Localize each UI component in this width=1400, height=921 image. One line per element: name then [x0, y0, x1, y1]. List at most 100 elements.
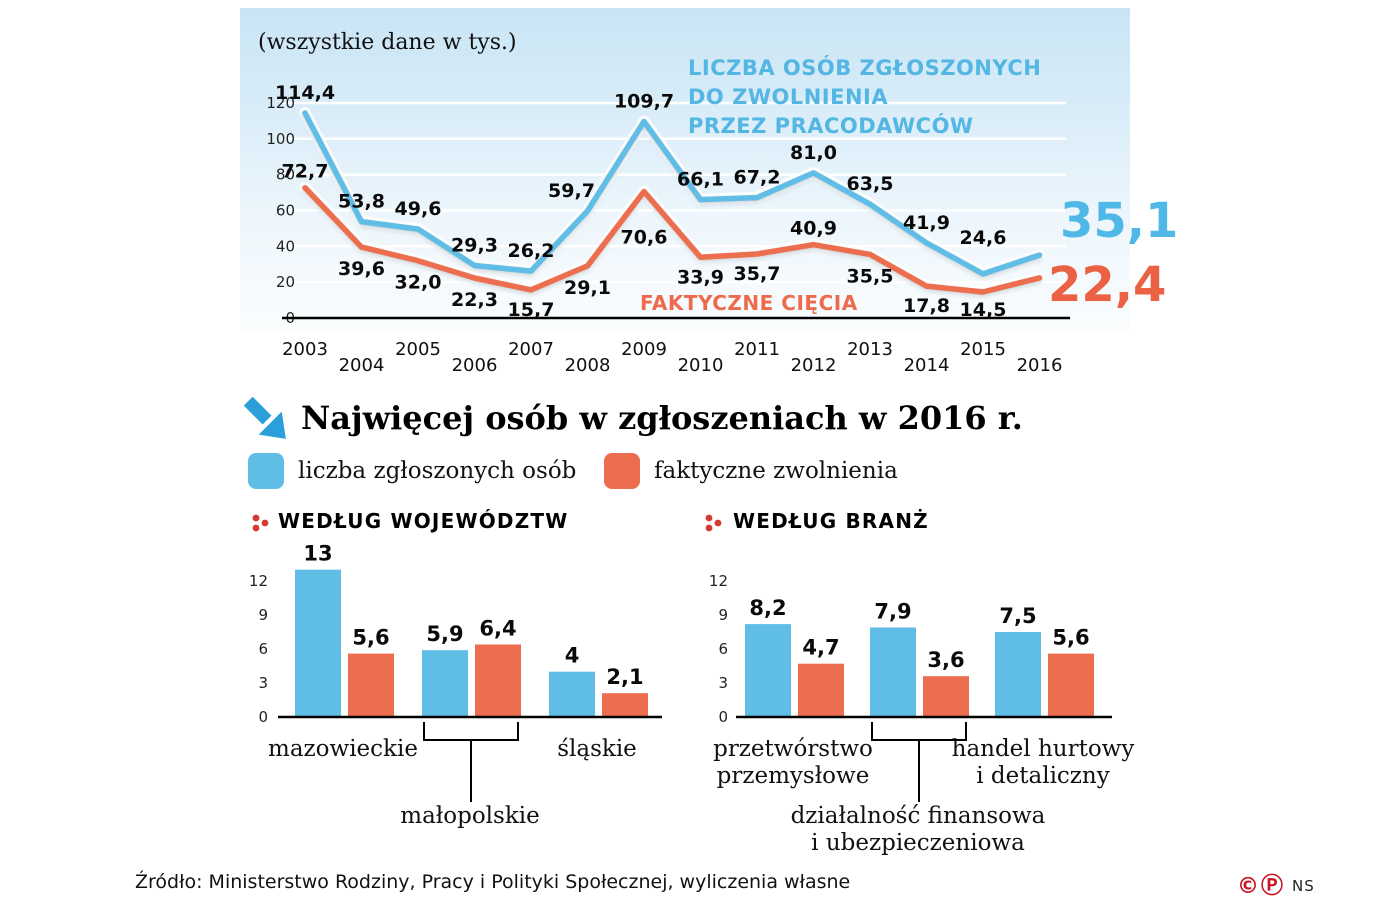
- bar-chart-voivodeships-header: WEDŁUG WOJEWÓDZTW: [278, 509, 569, 533]
- data-label-orange: 14,5: [960, 299, 1007, 321]
- y-axis-tick: 12: [249, 572, 268, 590]
- data-label-blue: 109,7: [614, 91, 674, 113]
- data-label-orange: 22,3: [451, 289, 498, 311]
- orange-series-caption: FAKTYCZNE CIĘCIA: [640, 291, 858, 315]
- data-label-orange: 32,0: [395, 272, 442, 294]
- data-label-orange: 29,1: [564, 277, 611, 299]
- copyright-icon: ©: [1237, 874, 1259, 899]
- category-label: handel hurtowy i detaliczny: [951, 736, 1135, 789]
- section-title: Najwięcej osób w zgłoszeniach w 2016 r.: [301, 399, 1023, 437]
- line-chart-svg: 0204060801001202003200420052006200720082…: [266, 82, 1070, 376]
- data-label-orange: 15,7: [508, 299, 555, 321]
- series-line: [302, 184, 1043, 295]
- bar: [549, 671, 595, 717]
- legend-swatch-orange: [604, 453, 640, 489]
- category-label: mazowieckie: [268, 736, 418, 762]
- copyright-box: ©Ⓟ NS: [1237, 868, 1315, 900]
- x-axis-tick: 2010: [678, 355, 724, 376]
- x-axis-tick: 2015: [960, 339, 1006, 360]
- bar-value-label: 13: [303, 542, 332, 566]
- y-axis-tick: 6: [718, 640, 728, 658]
- legend-label-blue: liczba zgłoszonych osób: [298, 458, 577, 484]
- bar: [1048, 653, 1094, 717]
- x-axis-tick: 2012: [791, 355, 837, 376]
- data-label-blue: 24,6: [960, 227, 1007, 249]
- bar-value-label: 7,9: [874, 600, 911, 624]
- bar: [348, 653, 394, 717]
- x-axis-tick: 2016: [1017, 355, 1063, 376]
- bar-value-label: 4,7: [802, 636, 839, 660]
- bar: [798, 663, 844, 717]
- category-label: działalność finansowa i ubezpieczeniowa: [790, 803, 1046, 856]
- bar-value-label: 6,4: [479, 617, 516, 641]
- bar: [602, 693, 648, 717]
- data-label-orange: 33,9: [677, 266, 724, 288]
- bar-value-label: 5,9: [426, 622, 463, 646]
- y-axis-tick: 3: [258, 674, 268, 692]
- data-label-blue: 66,1: [677, 169, 724, 191]
- bar: [995, 632, 1041, 717]
- data-label-blue: 49,6: [395, 198, 442, 220]
- x-axis-tick: 2003: [282, 339, 328, 360]
- bar-value-label: 5,6: [1052, 626, 1089, 650]
- y-axis-tick: 12: [709, 572, 728, 590]
- bar-value-label: 3,6: [927, 648, 964, 672]
- bar: [295, 569, 341, 717]
- bar-value-label: 8,2: [749, 596, 786, 620]
- bar-chart-industries-svg: 0 3 6 9 12 8,2 4,7 7,9 3,6 7,5 5,6: [709, 572, 1112, 726]
- phonogram-icon: Ⓟ: [1261, 874, 1284, 899]
- bar: [923, 676, 969, 717]
- data-label-blue: 59,7: [548, 180, 595, 202]
- legend-swatch-blue: [248, 453, 284, 489]
- x-axis-tick: 2006: [452, 355, 498, 376]
- category-label: śląskie: [557, 736, 637, 762]
- y-axis-tick: 0: [258, 708, 268, 726]
- y-axis-tick: 6: [258, 640, 268, 658]
- x-axis-tick: 2007: [508, 339, 554, 360]
- data-label-orange: 70,6: [621, 227, 668, 249]
- final-value-orange: 22,4: [1048, 257, 1167, 313]
- brand-label: NS: [1292, 877, 1315, 895]
- data-label-orange: 40,9: [790, 218, 837, 240]
- x-axis-tick: 2008: [565, 355, 611, 376]
- category-label: małopolskie: [400, 803, 540, 829]
- source-note: Źródło: Ministerstwo Rodziny, Pracy i Po…: [135, 871, 851, 893]
- y-axis-tick: 0: [718, 708, 728, 726]
- x-axis-tick: 2011: [734, 339, 780, 360]
- data-label-orange: 39,6: [338, 258, 385, 280]
- bar-value-label: 5,6: [352, 626, 389, 650]
- x-axis-tick: 2004: [339, 355, 385, 376]
- bar-chart-industries-header: WEDŁUG BRANŻ: [733, 509, 929, 533]
- units-note: (wszystkie dane w tys.): [258, 30, 517, 55]
- data-label-blue: 29,3: [451, 235, 498, 257]
- bar: [745, 624, 791, 717]
- category-label: przetwórstwo przemysłowe: [713, 736, 873, 789]
- bar-value-label: 2,1: [606, 665, 643, 689]
- data-label-orange: 72,7: [282, 161, 329, 183]
- x-axis-tick: 2005: [395, 339, 441, 360]
- y-axis-tick: 40: [276, 237, 295, 255]
- y-axis-tick: 9: [258, 606, 268, 624]
- data-label-blue: 114,4: [275, 82, 335, 104]
- bar-chart-voivodeships-svg: 0 3 6 9 12 13 5,6 5,9 6,4 4 2,1: [249, 542, 662, 726]
- data-label-orange: 35,7: [734, 263, 781, 285]
- final-value-blue: 35,1: [1060, 193, 1179, 249]
- y-axis-tick: 60: [276, 202, 295, 220]
- data-label-blue: 81,0: [790, 142, 837, 164]
- data-label-blue: 26,2: [508, 240, 555, 262]
- series-line: [302, 110, 1043, 277]
- bar-value-label: 7,5: [999, 604, 1036, 628]
- y-axis-tick: 100: [266, 130, 295, 148]
- triple-dots-icon: [252, 514, 269, 532]
- bar: [475, 644, 521, 717]
- bar: [870, 627, 916, 717]
- bar: [422, 650, 468, 717]
- data-label-blue: 67,2: [734, 167, 781, 189]
- x-axis-tick: 2009: [621, 339, 667, 360]
- category-bracket: [423, 722, 519, 802]
- category-bracket: [871, 722, 967, 802]
- data-label-blue: 53,8: [338, 191, 385, 213]
- y-axis-tick: 120: [266, 94, 295, 112]
- legend-label-orange: faktyczne zwolnienia: [654, 458, 898, 484]
- data-label-orange: 35,5: [847, 265, 894, 287]
